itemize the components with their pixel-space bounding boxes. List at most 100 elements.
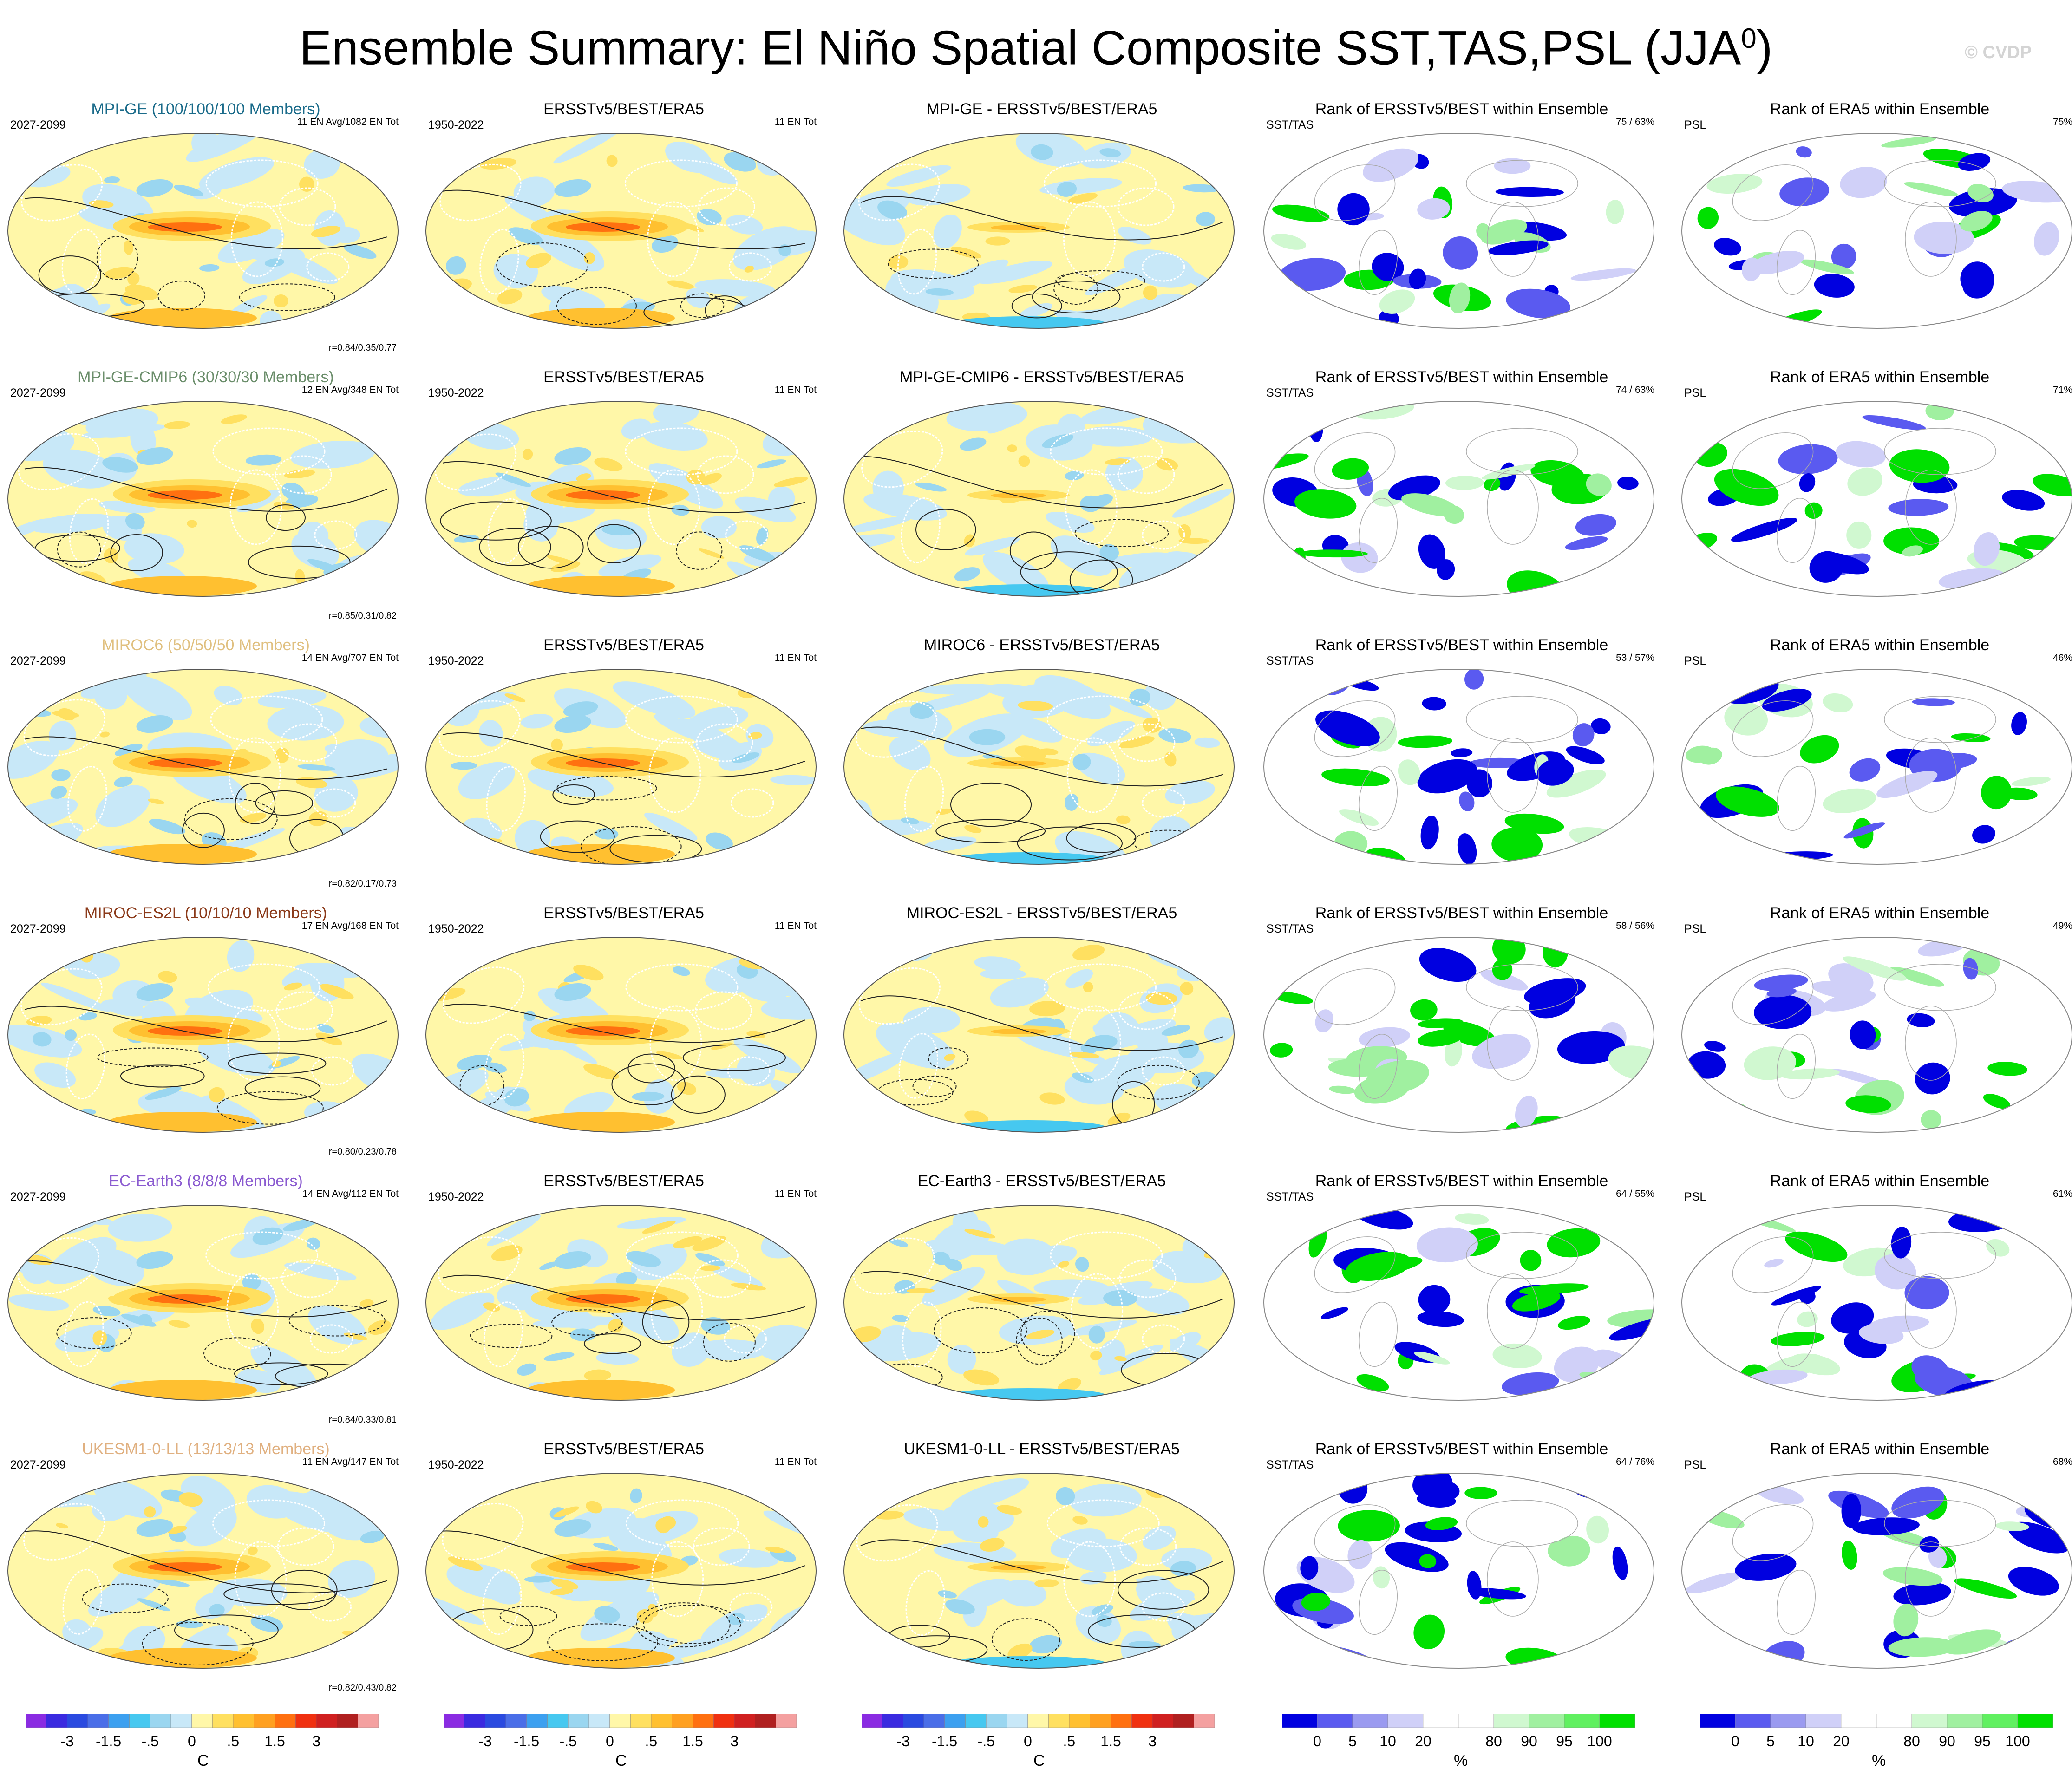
map-panel: Rank of ERA5 within Ensemble PSL 71% <box>1678 368 2072 628</box>
cool-anomaly-region <box>65 1029 77 1041</box>
coastline <box>205 159 319 208</box>
coastline <box>693 1527 750 1566</box>
colorbar-swatch <box>672 1714 693 1728</box>
colorbar-swatch <box>1770 1714 1806 1728</box>
map-panel: EC-Earth3 (8/8/8 Members) 2027-2099 14 EN … <box>4 1172 408 1432</box>
map-panel: MPI-GE (100/100/100 Members) 2027-2099 11 … <box>4 100 408 360</box>
warm-anomaly-region <box>1026 1329 1055 1340</box>
colorbar-swatch <box>1805 1714 1842 1728</box>
map-border <box>7 1205 399 1401</box>
warm-anomaly-region <box>584 252 595 264</box>
rank-sst-tas-map <box>1263 401 1654 597</box>
colorbar-tick-label: 0 <box>1313 1733 1321 1750</box>
cool-anomaly-region <box>1161 1025 1190 1036</box>
warm-anomaly-region <box>1118 736 1155 749</box>
rank-region <box>1881 137 1936 148</box>
colorbar-tick-label: -.5 <box>978 1733 995 1750</box>
warm-anomaly-region <box>773 477 808 487</box>
warm-anomaly-region <box>744 265 754 273</box>
coastline <box>1732 1504 1814 1561</box>
panel-left-label: PSL <box>1684 1190 1706 1203</box>
rank-region <box>1480 970 1528 991</box>
warm-anomaly-region <box>551 1579 579 1590</box>
coastline <box>1118 723 1176 762</box>
colorbar-tick-label: .5 <box>645 1733 658 1750</box>
rank-region <box>1882 1567 1943 1586</box>
cool-anomaly-region <box>1172 489 1233 518</box>
cool-anomaly-region <box>453 535 479 543</box>
cool-anomaly-region <box>284 1262 357 1281</box>
cool-anomaly-region <box>149 819 186 835</box>
cool-anomaly-region <box>541 991 609 1024</box>
warm-anomaly-region <box>104 267 134 279</box>
rank-region <box>1519 1283 1589 1295</box>
map-panel: MIROC6 - ERSSTv5/BEST/ERA5 <box>840 636 1244 896</box>
cool-anomaly-region <box>757 459 786 469</box>
warm-anomaly-region <box>1143 285 1158 300</box>
coastline <box>1119 1527 1177 1566</box>
rank-psl-map <box>1681 401 2072 597</box>
rank-region <box>1704 1041 1726 1052</box>
coastline <box>697 455 754 494</box>
colorbar-swatch <box>986 1714 1007 1728</box>
southern-ocean-warm <box>526 1112 675 1132</box>
cool-anomaly-region <box>1078 426 1153 447</box>
panel-title: Rank of ERA5 within Ensemble <box>1770 368 1990 386</box>
cool-anomaly-region <box>34 1062 76 1088</box>
coastline <box>902 1301 942 1368</box>
map-border <box>7 1473 399 1669</box>
warm-anomaly-region <box>586 1501 602 1514</box>
rank-region <box>1981 776 2012 810</box>
warm-anomaly-region <box>164 421 190 430</box>
rank-region <box>1271 234 1307 250</box>
coastline <box>1142 520 1185 550</box>
rank-psl-map <box>1681 1205 2072 1401</box>
colorbar-swatch <box>129 1714 150 1728</box>
cool-anomaly-region <box>1092 1055 1156 1090</box>
coastline <box>624 159 738 208</box>
el-nino-tongue <box>148 758 222 768</box>
colorbar-tick-label: 3 <box>730 1733 739 1750</box>
psl-contour <box>57 531 101 568</box>
rank-region <box>1472 1033 1531 1069</box>
el-nino-tongue <box>148 490 222 500</box>
coastline <box>69 498 109 564</box>
rank-region <box>1771 1332 1825 1346</box>
cool-anomaly-region <box>844 516 912 533</box>
colorbar-tick-label: -.5 <box>142 1733 159 1750</box>
coastline <box>1777 1301 1816 1367</box>
colorbar-swatch <box>755 1714 776 1728</box>
map-panel: MPI-GE-CMIP6 - ERSSTv5/BEST/ERA5 <box>840 368 1244 628</box>
cool-anomaly-region <box>749 1205 815 1231</box>
colorbar-swatch <box>1982 1714 2018 1728</box>
warm-anomaly-region <box>944 1054 956 1061</box>
coastline <box>1732 700 1814 757</box>
cool-anomaly-region <box>954 567 980 581</box>
rank-region <box>1341 542 1378 573</box>
coastline <box>310 1324 353 1354</box>
rank-region <box>1846 521 1872 549</box>
colorbar-swatch <box>1387 1714 1424 1728</box>
panel-right-label: 11 EN Tot <box>774 385 817 395</box>
panel-title: ERSSTv5/BEST/ERA5 <box>543 1440 704 1458</box>
cool-anomaly-region <box>613 681 696 718</box>
map-panel: Rank of ERSSTv5/BEST within Ensemble SST/… <box>1260 1440 1664 1700</box>
colorbar-swatch <box>1007 1714 1028 1728</box>
coastline <box>1117 187 1175 226</box>
coastline <box>695 991 752 1030</box>
coastline <box>647 201 699 277</box>
coastline <box>486 766 526 832</box>
panel-right-label: 11 EN Tot <box>774 921 817 931</box>
rank-region <box>1958 153 1991 171</box>
coastline <box>62 1569 103 1635</box>
cool-anomaly-region <box>435 669 462 693</box>
map-border <box>7 937 399 1133</box>
coastline <box>1314 1504 1396 1561</box>
coastline <box>1119 1259 1177 1298</box>
warm-anomaly-region <box>765 1547 786 1553</box>
cool-anomaly-region <box>264 258 285 267</box>
coastline <box>479 229 519 295</box>
observed-composite-map <box>425 1205 817 1401</box>
coastline <box>1044 159 1157 208</box>
map-border <box>843 133 1235 329</box>
